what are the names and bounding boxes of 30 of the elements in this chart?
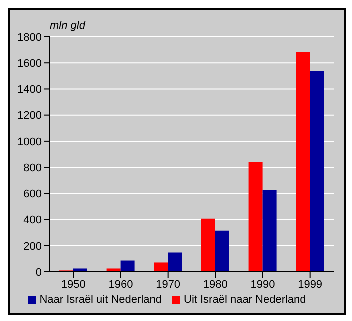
bar (201, 218, 216, 272)
bar (120, 260, 135, 272)
y-axis-title: mln gld (50, 20, 86, 32)
y-tick-label: 1000 (18, 136, 42, 148)
x-tick-label: 1970 (156, 278, 181, 291)
bar (106, 268, 121, 272)
x-tick-label: 1980 (203, 278, 228, 291)
x-tick-label: 1960 (108, 278, 134, 291)
y-tick-label: 0 (36, 266, 42, 279)
y-tick-label: 1400 (18, 84, 42, 96)
y-tick-label: 800 (24, 162, 42, 174)
y-tick-label: 600 (24, 188, 42, 201)
y-tick-label: 400 (24, 214, 42, 227)
bar (73, 268, 88, 272)
y-tick-label: 200 (24, 240, 42, 253)
bar (296, 52, 310, 272)
bar (310, 71, 324, 272)
bar (262, 190, 277, 272)
x-tick-label: 1999 (298, 278, 323, 291)
y-tick-label: 1800 (18, 32, 42, 44)
bar (248, 162, 263, 272)
x-tick-label: 1950 (61, 278, 86, 291)
bar (154, 262, 168, 272)
bar (168, 252, 182, 272)
y-tick-label: 1200 (18, 110, 42, 122)
legend-label: Naar Israël uit Nederland (40, 294, 162, 306)
x-tick-label: 1990 (250, 278, 276, 291)
y-tick-label: 1600 (18, 58, 42, 70)
legend-label: Uit Israël naar Nederland (184, 294, 306, 306)
bar (215, 230, 230, 272)
